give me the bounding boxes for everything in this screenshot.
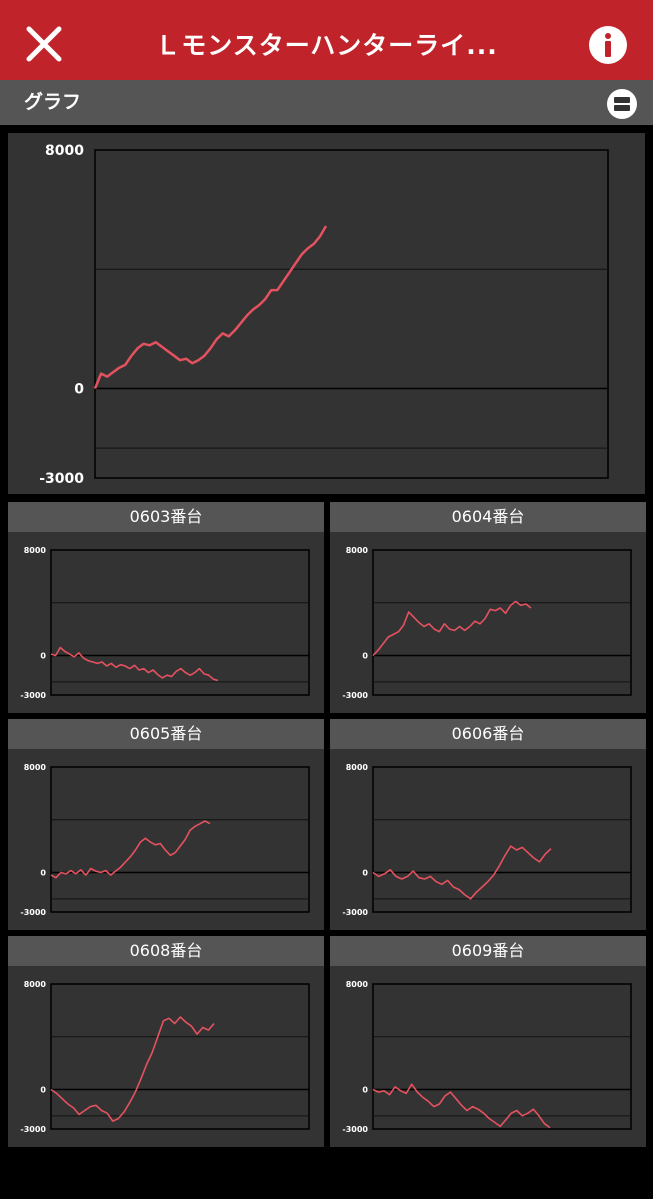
- y-tick-label: 0: [40, 1085, 46, 1094]
- page-title: Ｌモンスターハンターライ...: [155, 31, 498, 60]
- graph-toolbar: グラフ: [0, 80, 653, 125]
- series-line: [50, 820, 211, 879]
- series-line: [93, 225, 328, 389]
- y-tick-label: 0: [362, 651, 368, 660]
- plot-area: [50, 766, 310, 913]
- y-tick-label: 0: [74, 381, 84, 397]
- plot-area: [94, 149, 609, 479]
- y-tick-label: 0: [40, 868, 46, 877]
- series-line: [50, 646, 219, 682]
- section-label: グラフ: [24, 91, 82, 113]
- y-tick-label: 0: [362, 868, 368, 877]
- chart-title-0603: 0603番台: [8, 502, 324, 532]
- y-tick-label: -3000: [20, 691, 46, 700]
- chart-0605: 8000 0 -3000: [20, 763, 310, 917]
- chart-title-0609: 0609番台: [330, 936, 646, 966]
- y-tick-label: -3000: [20, 908, 46, 917]
- series-line: [372, 845, 552, 900]
- chart-0604: 8000 0 -3000: [342, 546, 632, 700]
- plot-area: [372, 549, 632, 696]
- chart-0603: 8000 0 -3000: [20, 546, 310, 700]
- y-tick-label: 8000: [346, 980, 369, 989]
- y-tick-label: 8000: [24, 980, 47, 989]
- main-chart: 8000 0 -3000: [39, 143, 609, 487]
- chart-0606: 8000 0 -3000: [342, 763, 632, 917]
- y-tick-label: -3000: [342, 1125, 368, 1134]
- app-header: Ｌモンスターハンターライ...: [0, 0, 653, 80]
- layout-toggle-icon[interactable]: [606, 88, 638, 120]
- y-tick-label: -3000: [342, 691, 368, 700]
- y-tick-label: 8000: [24, 546, 47, 555]
- plot-area: [50, 983, 310, 1130]
- close-icon[interactable]: [22, 22, 66, 66]
- plot-area: [372, 766, 632, 913]
- y-tick-label: -3000: [342, 908, 368, 917]
- info-icon[interactable]: [588, 25, 628, 65]
- y-tick-label: -3000: [39, 471, 84, 487]
- y-tick-label: 8000: [45, 143, 84, 159]
- chart-0608: 8000 0 -3000: [20, 980, 310, 1134]
- y-tick-label: 8000: [346, 546, 369, 555]
- y-tick-label: 0: [362, 1085, 368, 1094]
- y-tick-label: -3000: [20, 1125, 46, 1134]
- y-tick-label: 8000: [24, 763, 47, 772]
- chart-title-0605: 0605番台: [8, 719, 324, 749]
- series-line: [50, 1016, 215, 1122]
- chart-0609: 8000 0 -3000: [342, 980, 632, 1134]
- chart-title-0604: 0604番台: [330, 502, 646, 532]
- chart-title-0608: 0608番台: [8, 936, 324, 966]
- plot-area: [50, 549, 310, 696]
- series-line: [372, 600, 532, 657]
- series-line: [372, 1083, 551, 1129]
- chart-title-0606: 0606番台: [330, 719, 646, 749]
- y-tick-label: 8000: [346, 763, 369, 772]
- y-tick-label: 0: [40, 651, 46, 660]
- plot-area: [372, 983, 632, 1130]
